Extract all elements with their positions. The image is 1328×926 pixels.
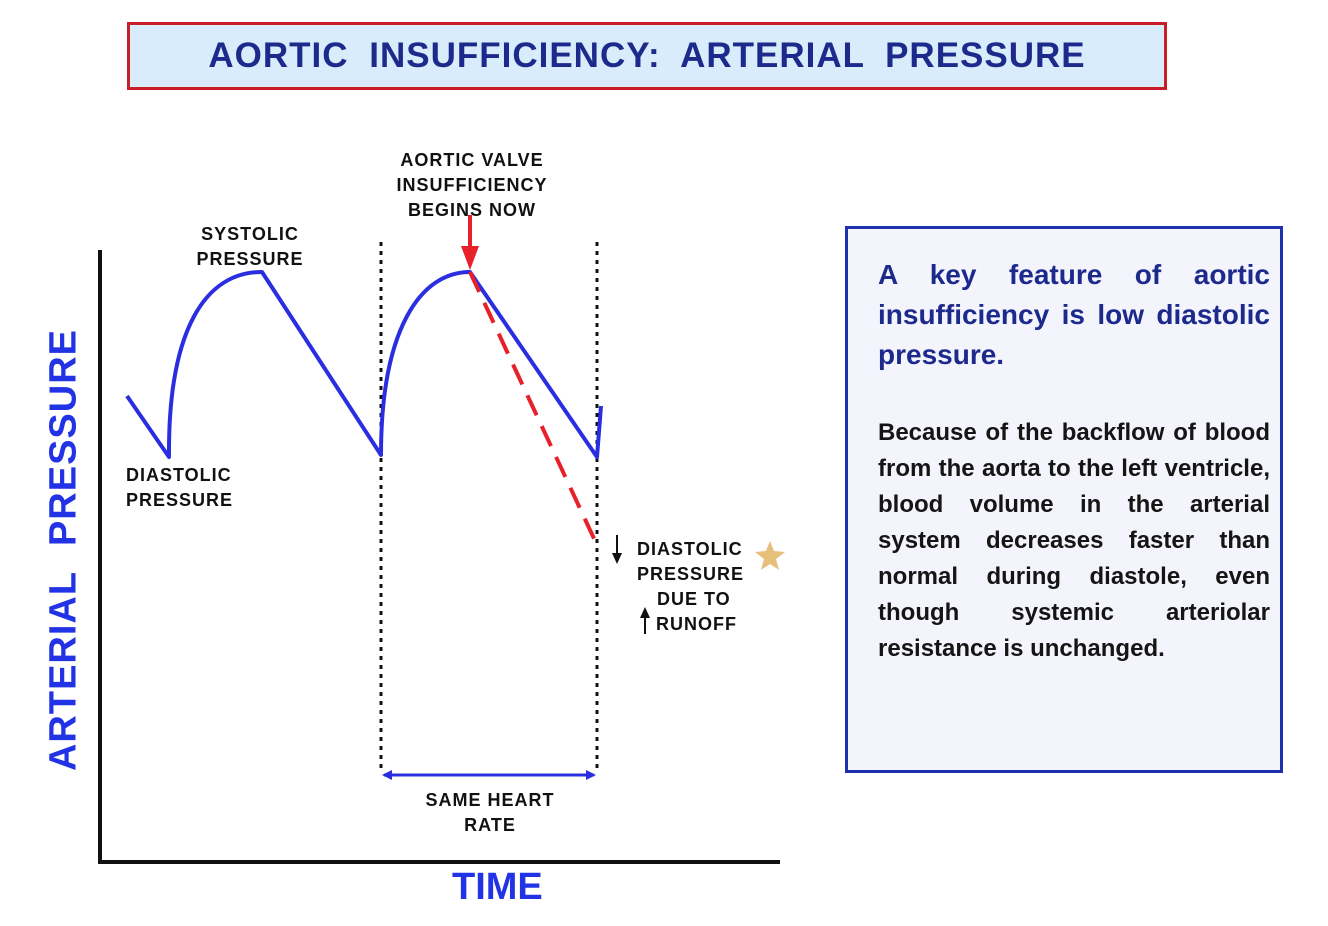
runoff-label-line4: RUNOFF (656, 614, 737, 634)
runoff-label-line1: DIASTOLIC (637, 539, 743, 559)
systolic-pressure-label: SYSTOLIC PRESSURE (180, 222, 320, 272)
page-title: AORTIC INSUFFICIENCY: ARTERIAL PRESSURE (208, 36, 1086, 75)
diastolic-label-line2: PRESSURE (126, 490, 234, 510)
runoff-label: DIASTOLIC PRESSURE DUE TO RUNOFF (633, 537, 763, 637)
systolic-label-line2: PRESSURE (196, 249, 304, 269)
info-panel: A key feature of aortic insufficiency is… (845, 226, 1283, 773)
pressure-curve (125, 270, 603, 459)
heart-rate-label-line2: RATE (464, 815, 516, 835)
heart-rate-label-line1: SAME HEART (425, 790, 555, 810)
systolic-label-line1: SYSTOLIC (201, 224, 299, 244)
valve-arrow-icon (461, 246, 479, 270)
runoff-label-line2: PRESSURE (637, 564, 745, 584)
title-banner: AORTIC INSUFFICIENCY: ARTERIAL PRESSURE (127, 22, 1167, 90)
info-headline: A key feature of aortic insufficiency is… (878, 259, 1270, 370)
diastolic-label-line1: DIASTOLIC (126, 465, 232, 485)
valve-label-line1: AORTIC VALVE (400, 150, 544, 170)
valve-insufficiency-label: AORTIC VALVE INSUFFICIENCY BEGINS NOW (372, 148, 572, 223)
same-heart-rate-label: SAME HEART RATE (400, 788, 580, 838)
diastolic-pressure-label: DIASTOLIC PRESSURE (126, 463, 266, 513)
x-axis-label: TIME (452, 866, 543, 908)
down-arrowhead-icon (612, 553, 622, 564)
info-body-text: Because of the backflow of blood from th… (878, 419, 1270, 662)
y-axis-label: ARTERIAL PRESSURE (42, 328, 85, 772)
insufficiency-dashed-curve (468, 271, 599, 546)
valve-label-line3: BEGINS NOW (407, 200, 536, 220)
runoff-label-line3: DUE TO (657, 589, 731, 609)
valve-label-line2: INSUFFICIENCY (396, 175, 548, 195)
star-icon (755, 541, 785, 570)
up-arrowhead-icon (640, 607, 650, 618)
